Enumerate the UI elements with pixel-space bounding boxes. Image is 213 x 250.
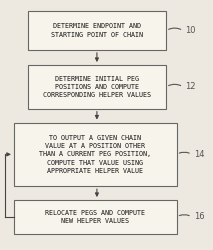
Bar [14,122,177,186]
Text: DETERMINE INITIAL PEG
POSITIONS AND COMPUTE
CORRESPONDING HELPER VALUES: DETERMINE INITIAL PEG POSITIONS AND COMP… [43,76,151,98]
Text: 12: 12 [185,82,196,91]
Bar [28,11,166,50]
Text: 10: 10 [185,26,196,35]
Text: 16: 16 [194,212,204,222]
Text: TO OUTPUT A GIVEN CHAIN
VALUE AT A POSITION OTHER
THAN A CURRENT PEG POSITION,
C: TO OUTPUT A GIVEN CHAIN VALUE AT A POSIT… [39,135,151,174]
Text: DETERMINE ENDPOINT AND
STARTING POINT OF CHAIN: DETERMINE ENDPOINT AND STARTING POINT OF… [51,24,143,38]
Bar [28,65,166,109]
Bar [14,200,177,234]
Text: RELOCATE PEGS AND COMPUTE
NEW HELPER VALUES: RELOCATE PEGS AND COMPUTE NEW HELPER VAL… [45,210,145,224]
Text: 14: 14 [194,150,204,159]
